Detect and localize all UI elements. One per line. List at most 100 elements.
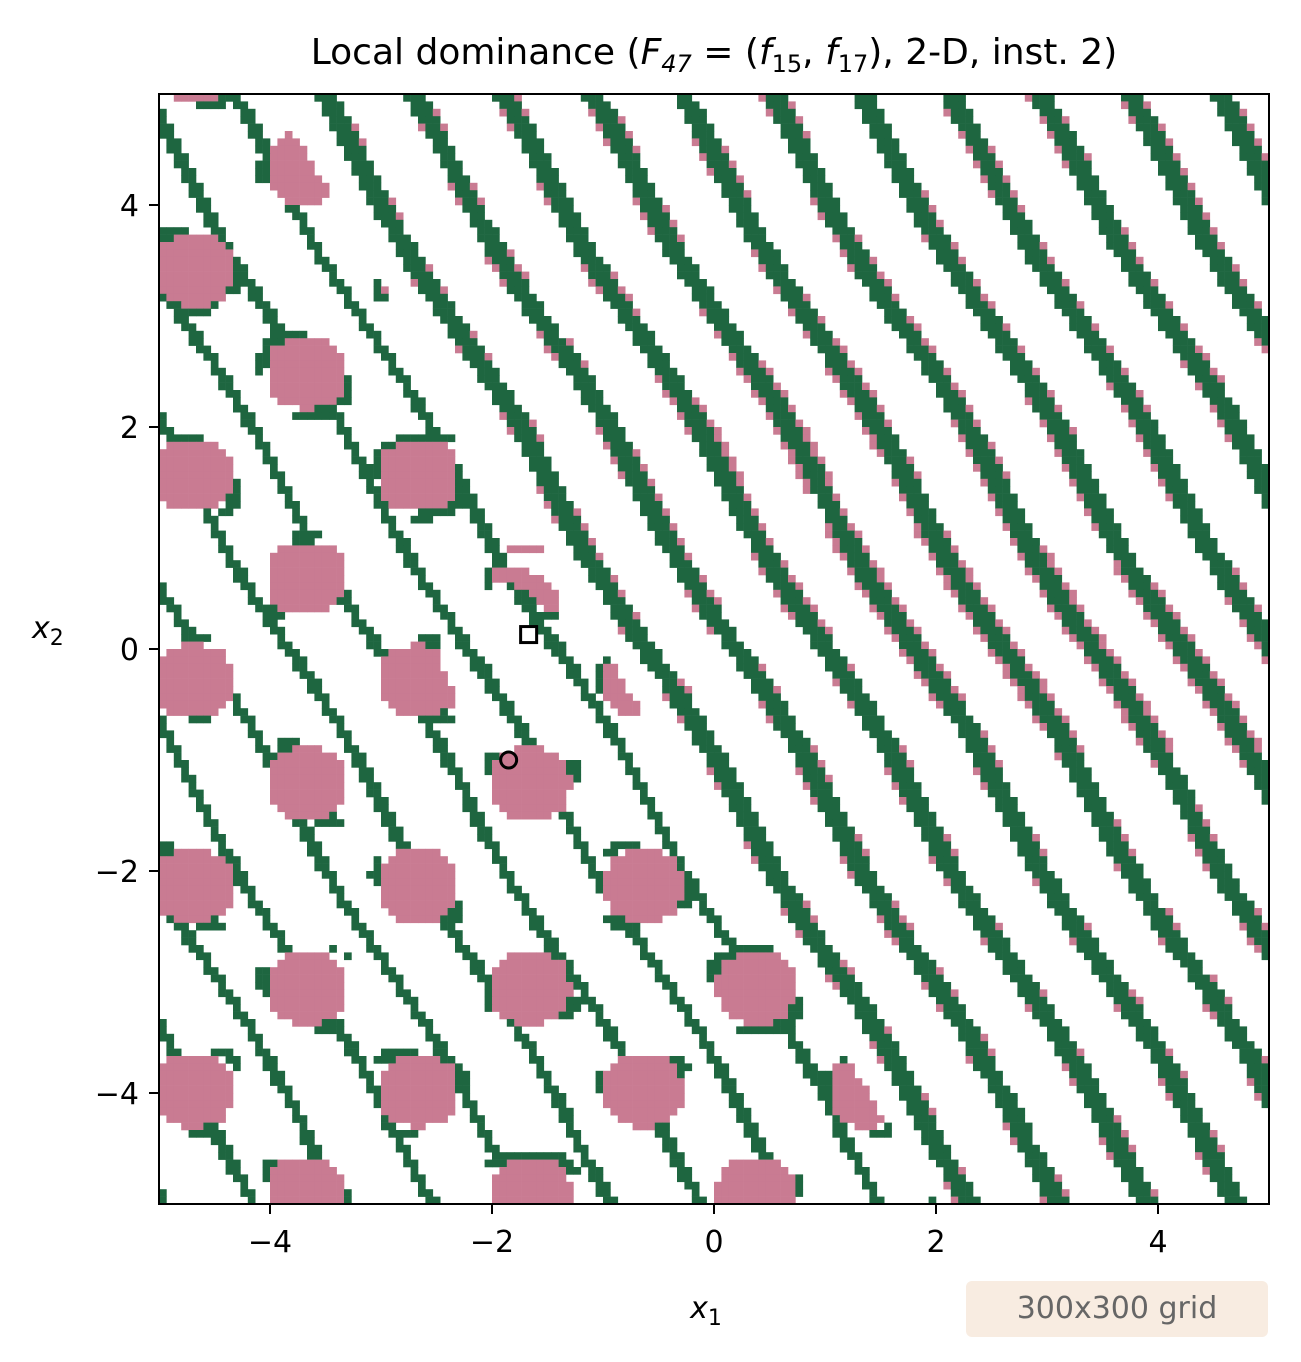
heatmap-cell [1032, 382, 1040, 391]
heatmap-cell [388, 227, 397, 235]
heatmap-cell [1113, 841, 1122, 850]
heatmap-cell [521, 597, 530, 605]
heatmap-cell [802, 301, 811, 309]
heatmap-cell [980, 301, 989, 309]
heatmap-cell [1098, 641, 1107, 650]
heatmap-cell [247, 123, 256, 132]
heatmap-cell [1017, 538, 1026, 546]
heatmap-cell [906, 656, 915, 665]
heatmap-cell [166, 227, 175, 235]
heatmap-cell [610, 693, 619, 702]
heatmap-cell [314, 686, 323, 694]
heatmap-cell [1047, 871, 1055, 879]
heatmap-cell [832, 663, 841, 672]
heatmap-cell [455, 641, 463, 650]
heatmap-cell [551, 175, 559, 184]
heatmap-cell [1217, 863, 1225, 872]
heatmap-cell [373, 182, 382, 191]
heatmap-cell [455, 345, 463, 354]
heatmap-cell [1246, 760, 1255, 768]
heatmap-cell [203, 700, 212, 709]
heatmap-cell [1047, 597, 1055, 605]
heatmap-cell [536, 434, 545, 443]
heatmap-cell [566, 197, 574, 206]
heatmap-cell [728, 160, 737, 169]
heatmap-cell [1261, 626, 1270, 635]
heatmap-cell [1084, 641, 1092, 650]
heatmap-cell [795, 737, 804, 746]
heatmap-cell [973, 434, 981, 443]
heatmap-cell [603, 116, 611, 124]
heatmap-cell [640, 471, 648, 480]
heatmap-cell [1232, 700, 1240, 709]
heatmap-cell [654, 197, 663, 206]
heatmap-cell [617, 597, 626, 605]
heatmap-cell [358, 145, 367, 154]
heatmap-cell [1195, 219, 1203, 228]
heatmap-cell [1113, 375, 1122, 383]
heatmap-cell [321, 338, 330, 346]
heatmap-cell [1113, 249, 1122, 258]
heatmap-cell [943, 871, 952, 879]
heatmap-cell [802, 441, 811, 450]
heatmap-cell [825, 649, 833, 657]
heatmap-cell [1150, 138, 1159, 147]
heatmap-cell [529, 123, 537, 132]
heatmap-cell [181, 242, 189, 250]
heatmap-cell [854, 234, 863, 243]
heatmap-cell [647, 804, 656, 813]
heatmap-cell [714, 330, 722, 339]
heatmap-cell [462, 345, 471, 354]
heatmap-cell [973, 619, 981, 628]
heatmap-cell [647, 478, 656, 487]
heatmap-cell [233, 863, 241, 872]
heatmap-cell [218, 671, 226, 679]
heatmap-cell [795, 760, 804, 768]
heatmap-cell [1002, 205, 1011, 213]
heatmap-cell [514, 279, 522, 287]
heatmap-cell [588, 264, 596, 272]
heatmap-cell [181, 279, 189, 287]
heatmap-cell [484, 686, 493, 694]
heatmap-cell [928, 538, 937, 546]
heatmap-cell [1002, 338, 1011, 346]
heatmap-cell [1017, 353, 1026, 361]
heatmap-cell [1135, 693, 1144, 702]
heatmap-cell [617, 456, 626, 465]
heatmap-cell [817, 641, 826, 650]
heatmap-cell [292, 530, 300, 539]
heatmap-cell [1165, 493, 1174, 502]
heatmap-cell [336, 789, 345, 798]
heatmap-cell [492, 678, 500, 687]
heatmap-cell [1246, 441, 1255, 450]
heatmap-cell [196, 678, 204, 687]
heatmap-cell [632, 145, 641, 154]
heatmap-cell [432, 471, 441, 480]
heatmap-cell [669, 863, 678, 872]
heatmap-cell [1106, 671, 1114, 679]
heatmap-cell [188, 271, 197, 280]
heatmap-cell [484, 678, 493, 687]
heatmap-cell [181, 478, 189, 487]
heatmap-cell [580, 249, 589, 258]
heatmap-cell [677, 863, 685, 872]
heatmap-cell [1150, 737, 1159, 746]
heatmap-cell [928, 663, 937, 672]
heatmap-cell [440, 316, 448, 324]
heatmap-cell [166, 449, 175, 457]
heatmap-cell [580, 94, 589, 102]
heatmap-cell [1239, 730, 1248, 739]
heatmap-cell [1254, 338, 1262, 346]
heatmap-cell [1017, 545, 1026, 554]
heatmap-cell [395, 227, 404, 235]
heatmap-cell [839, 515, 848, 524]
heatmap-cell [1121, 538, 1129, 546]
heatmap-cell [551, 353, 559, 361]
heatmap-cell [795, 427, 804, 435]
heatmap-cell [484, 227, 493, 235]
heatmap-cell [699, 131, 707, 139]
heatmap-cell [1246, 471, 1255, 480]
heatmap-cell [299, 404, 308, 413]
heatmap-cell [447, 175, 456, 184]
heatmap-cell [1054, 441, 1063, 450]
